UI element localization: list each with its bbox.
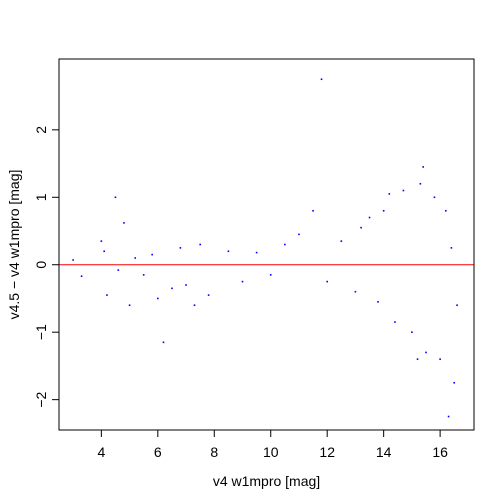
data-point	[425, 351, 427, 354]
x-tick-label: 6	[154, 444, 162, 460]
y-tick-label: 2	[33, 126, 49, 134]
y-tick-label: 1	[33, 193, 49, 201]
data-point	[388, 193, 391, 195]
data-point	[433, 196, 436, 199]
x-tick-label: 8	[210, 444, 218, 460]
data-point	[402, 189, 405, 192]
data-point	[284, 243, 286, 246]
data-point	[193, 304, 196, 307]
data-point	[326, 280, 328, 283]
data-point	[419, 182, 422, 185]
x-tick-label: 4	[97, 444, 105, 460]
data-point	[312, 209, 314, 212]
data-point	[179, 247, 182, 249]
data-point	[447, 415, 450, 418]
data-point	[439, 358, 441, 360]
y-axis-title: v4.5 − v4 w1mpro [mag]	[6, 170, 22, 320]
data-point	[422, 166, 424, 168]
data-point	[450, 247, 453, 249]
data-point	[72, 259, 74, 261]
data-point	[453, 381, 456, 384]
data-point	[114, 196, 117, 199]
data-point	[411, 331, 413, 333]
data-point	[354, 290, 357, 293]
plot-frame	[58, 58, 475, 431]
data-point	[151, 253, 153, 256]
data-point	[199, 243, 201, 246]
data-point	[416, 358, 419, 360]
data-point	[456, 304, 458, 307]
data-point	[100, 240, 103, 242]
data-point	[128, 304, 131, 307]
y-tick-label: −1	[33, 324, 49, 340]
data-point	[142, 274, 145, 276]
data-point	[134, 257, 137, 259]
y-axis: −2 −1 0 1 2	[33, 126, 60, 408]
data-point	[298, 233, 300, 236]
data-point	[340, 240, 343, 242]
data-point	[368, 216, 371, 219]
data-point	[255, 251, 258, 254]
y-tick-label: 0	[33, 261, 49, 269]
data-point	[241, 280, 244, 283]
data-point	[123, 222, 125, 224]
data-point	[103, 250, 105, 253]
plot-content	[72, 78, 458, 418]
data-point	[227, 250, 230, 253]
data-point	[106, 294, 108, 296]
data-point	[117, 269, 120, 271]
data-point	[185, 284, 187, 286]
data-point	[80, 275, 83, 277]
data-point	[207, 294, 210, 296]
x-tick-label: 16	[432, 444, 448, 460]
data-point	[320, 78, 323, 81]
data-point	[382, 209, 385, 212]
data-point	[157, 297, 159, 300]
data-point	[360, 226, 362, 229]
x-axis: 4 6 8 10 12 14 16	[97, 429, 448, 460]
data-point	[171, 287, 173, 290]
data-point	[394, 321, 396, 323]
data-point	[162, 341, 165, 344]
data-point	[444, 209, 447, 212]
x-tick-label: 10	[263, 444, 279, 460]
data-point	[377, 301, 379, 303]
x-tick-label: 14	[376, 444, 392, 460]
y-tick-label: −2	[33, 391, 49, 407]
data-point	[269, 274, 272, 276]
x-axis-title: v4 w1mpro [mag]	[213, 473, 320, 489]
x-tick-label: 12	[319, 444, 335, 460]
